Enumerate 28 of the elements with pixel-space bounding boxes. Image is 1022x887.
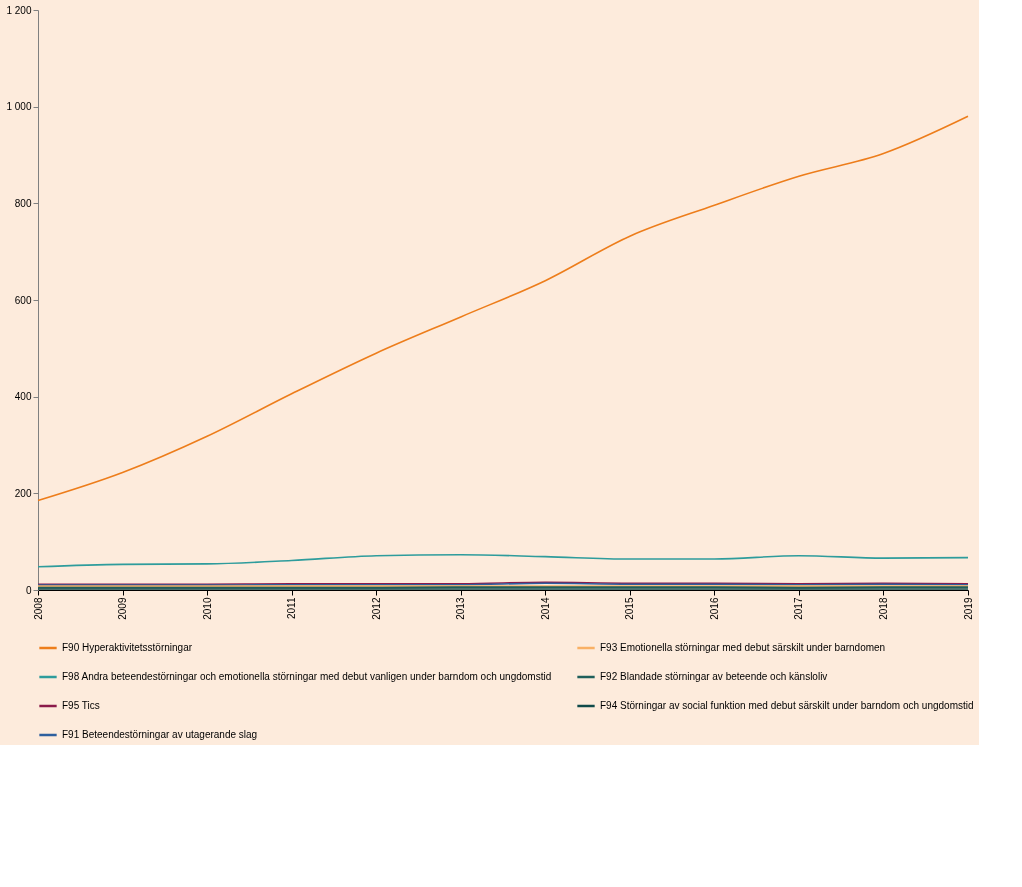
x-tick-label: 2014 <box>539 597 551 620</box>
x-tick-label: 2017 <box>793 597 805 620</box>
y-tick-label: 1 200 <box>6 4 32 16</box>
x-tick-label: 2018 <box>877 597 889 620</box>
x-tick-label: 2012 <box>370 597 382 620</box>
x-tick-label: 2019 <box>962 597 974 620</box>
y-tick-label: 0 <box>25 584 32 596</box>
y-tick-label: 400 <box>14 391 32 403</box>
y-tick-label: 800 <box>14 197 32 209</box>
line-series <box>37 115 969 502</box>
x-tick-label: 2009 <box>117 597 129 620</box>
x-tick-label: 2013 <box>455 597 467 620</box>
x-tick-label: 2011 <box>286 597 298 620</box>
line-series <box>37 553 969 568</box>
legend-label: F92 Blandade störningar av beteende och känsloliv <box>600 671 828 682</box>
x-tick-label: 2015 <box>624 597 636 620</box>
legend-label: F93 Emotionella störningar med debut särskilt under barndomen <box>600 642 886 653</box>
legend-label: F98 Andra beteendestörningar och emotionella störningar med debut vanligen under barndom och ungdomstid <box>62 671 552 682</box>
y-tick-label: 600 <box>14 294 32 306</box>
legend-label: F94 Störningar av social funktion med debut särskilt under barndom och ungdomstid <box>600 700 974 711</box>
x-tick-label: 2008 <box>32 597 44 620</box>
y-tick-label: 200 <box>14 487 32 499</box>
legend-label: F95 Tics <box>62 700 100 711</box>
legend-label: F91 Beteendestörningar av utagerande slag <box>62 729 258 740</box>
y-tick-label: 1 000 <box>6 101 32 113</box>
x-tick-label: 2016 <box>708 597 720 620</box>
x-tick-label: 2010 <box>201 597 213 620</box>
legend-label: F90 Hyperaktivitetsstörningar <box>62 642 193 653</box>
